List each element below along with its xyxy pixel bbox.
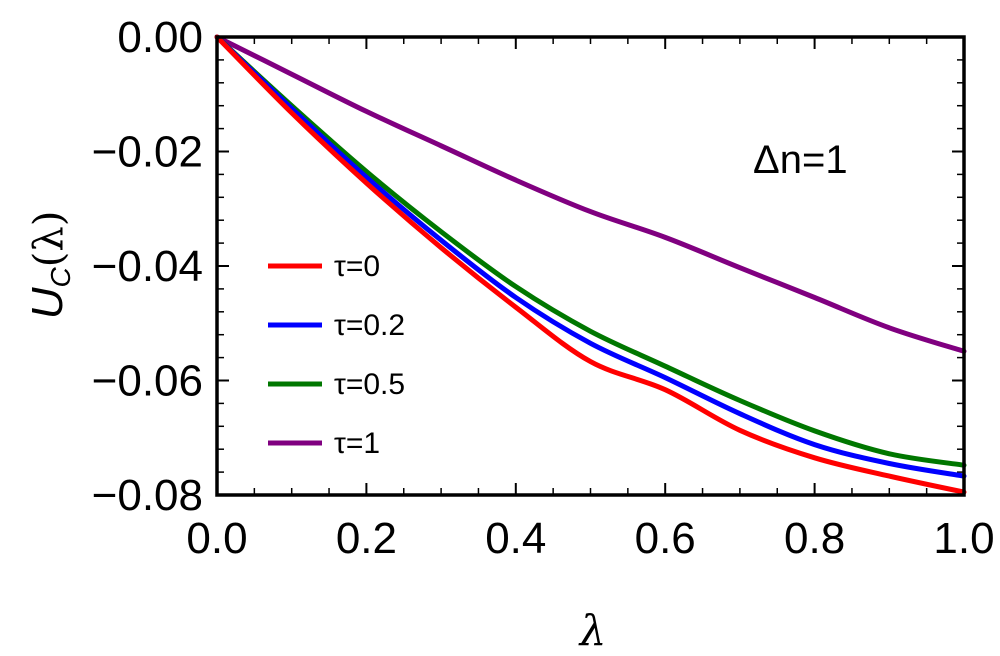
x-tick-label: 0.2 xyxy=(336,514,397,563)
x-tick-label: 0.0 xyxy=(186,514,247,563)
legend-label: τ=0.5 xyxy=(334,368,405,401)
series-lines xyxy=(214,34,967,495)
series-line-1 xyxy=(214,34,967,495)
x-axis-title: λ xyxy=(578,606,607,655)
y-tick-label: −0.02 xyxy=(92,128,203,177)
x-tick-label: 0.8 xyxy=(784,514,845,563)
legend: τ=0 τ=0.2 τ=0.5 τ=1 xyxy=(268,250,405,460)
y-tick-label: −0.06 xyxy=(92,357,203,406)
x-tick-labels: 0.0 0.2 0.4 0.6 0.8 1.0 xyxy=(186,514,994,563)
y-axis-title: UC(λ) xyxy=(23,211,76,320)
y-tick-label: −0.04 xyxy=(92,242,203,291)
y-axis-title-main: U xyxy=(23,287,72,319)
svg-text:UC(λ): UC(λ) xyxy=(23,211,76,320)
x-tick-label: 1.0 xyxy=(933,514,994,563)
legend-label: τ=0 xyxy=(334,250,380,283)
series-line-2 xyxy=(214,34,967,479)
x-tick-label: 0.4 xyxy=(485,514,546,563)
y-axis-title-arg: (λ) xyxy=(26,211,72,268)
delta-n-annotation: Δn=1 xyxy=(753,138,848,182)
tick-marks xyxy=(216,36,965,496)
series-line-3 xyxy=(214,34,967,468)
series-line-4 xyxy=(214,34,967,354)
legend-label: τ=1 xyxy=(334,427,380,460)
x-tick-label: 0.6 xyxy=(635,514,696,563)
plot-frame xyxy=(215,35,966,497)
y-tick-labels: 0.00 −0.02 −0.04 −0.06 −0.08 xyxy=(92,13,203,520)
y-axis-title-subscript: C xyxy=(45,267,76,288)
y-tick-label: −0.08 xyxy=(92,471,203,520)
legend-label: τ=0.2 xyxy=(334,309,405,342)
y-tick-label: 0.00 xyxy=(117,13,203,62)
